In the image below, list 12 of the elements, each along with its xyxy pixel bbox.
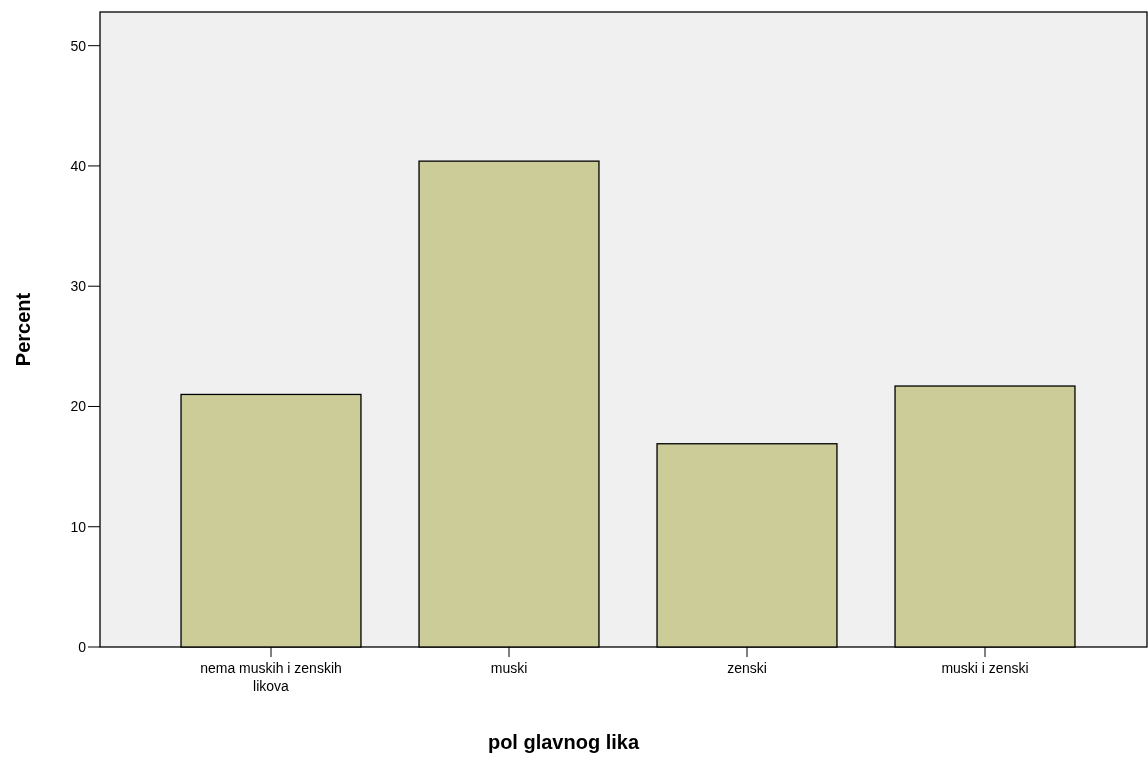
y-axis-title: Percent [12, 292, 34, 367]
y-tick-label: 40 [70, 157, 87, 174]
x-tick-label: muski i zenski [941, 660, 1029, 676]
y-tick-label: 20 [70, 398, 87, 415]
x-tick-label: nema muskih i zenskih likova [200, 660, 342, 694]
y-tick-label: 10 [70, 518, 87, 535]
y-tick-label: 0 [78, 638, 87, 655]
x-axis-title: pol glavnog lika [487, 731, 640, 753]
y-tick-label: 50 [70, 37, 87, 54]
x-tick-label: muski [490, 660, 528, 676]
y-tick-label: 30 [70, 278, 87, 295]
x-tick-label: zenski [727, 660, 767, 676]
